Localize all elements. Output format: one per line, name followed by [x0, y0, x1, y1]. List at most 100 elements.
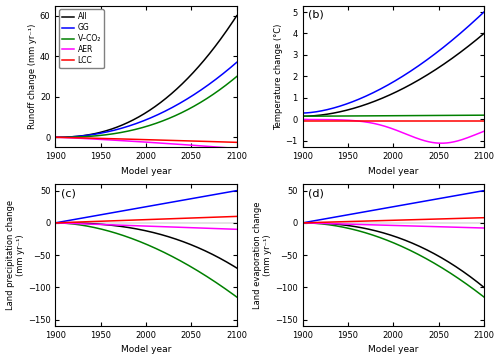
All: [300, 114, 306, 118]
V–CO₂: [316, 114, 322, 118]
Line: LCC: LCC: [56, 216, 236, 223]
LCC: [376, 219, 382, 223]
LCC: [300, 221, 306, 225]
GG: [128, 207, 134, 211]
V–CO₂: [398, 244, 404, 248]
LCC: [218, 215, 224, 219]
Line: V–CO₂: V–CO₂: [302, 223, 484, 297]
LCC: [218, 140, 224, 144]
V–CO₂: [54, 135, 60, 139]
AER: [68, 136, 74, 140]
V–CO₂: [366, 114, 372, 118]
Line: AER: AER: [56, 137, 236, 148]
AER: [366, 121, 372, 125]
AER: [300, 221, 306, 225]
All: [300, 114, 306, 118]
V–CO₂: [300, 221, 306, 225]
All: [218, 257, 224, 261]
All: [376, 98, 382, 102]
V–CO₂: [466, 283, 471, 288]
GG: [218, 73, 224, 77]
GG: [398, 203, 404, 208]
All: [376, 229, 382, 234]
GG: [376, 207, 382, 211]
All: [466, 44, 471, 48]
Line: AER: AER: [56, 223, 236, 229]
AER: [300, 118, 306, 123]
AER: [481, 129, 487, 134]
AER: [376, 223, 382, 227]
Line: V–CO₂: V–CO₂: [56, 223, 236, 297]
V–CO₂: [481, 295, 487, 299]
All: [316, 221, 322, 225]
LCC: [118, 219, 124, 223]
GG: [466, 191, 471, 195]
GG: [398, 76, 404, 80]
All: [466, 273, 471, 278]
AER: [366, 222, 372, 227]
LCC: [54, 221, 60, 225]
All: [398, 87, 404, 92]
Legend: All, GG, V–CO₂, AER, LCC: All, GG, V–CO₂, AER, LCC: [59, 9, 104, 68]
All: [54, 221, 60, 225]
All: [150, 105, 156, 110]
Line: AER: AER: [302, 223, 484, 228]
Line: GG: GG: [302, 190, 484, 223]
LCC: [300, 118, 306, 123]
LCC: [300, 221, 306, 225]
V–CO₂: [300, 221, 306, 225]
All: [481, 285, 487, 289]
AER: [398, 130, 404, 134]
V–CO₂: [52, 135, 59, 139]
GG: [366, 93, 372, 97]
All: [52, 135, 59, 139]
LCC: [466, 216, 471, 220]
LCC: [398, 118, 404, 123]
GG: [52, 221, 59, 225]
GG: [366, 209, 372, 213]
Line: V–CO₂: V–CO₂: [56, 76, 236, 137]
GG: [481, 188, 487, 193]
AER: [466, 225, 471, 230]
LCC: [68, 220, 74, 224]
LCC: [316, 118, 322, 123]
All: [300, 221, 306, 225]
AER: [468, 135, 473, 139]
V–CO₂: [150, 245, 156, 249]
V–CO₂: [54, 221, 60, 225]
AER: [300, 117, 306, 122]
LCC: [466, 118, 471, 123]
LCC: [128, 137, 134, 141]
All: [398, 236, 404, 240]
AER: [150, 140, 156, 145]
All: [128, 118, 134, 123]
All: [300, 221, 306, 225]
V–CO₂: [118, 130, 124, 135]
V–CO₂: [128, 128, 134, 132]
LCC: [52, 135, 59, 139]
AER: [376, 123, 382, 127]
V–CO₂: [316, 221, 322, 226]
GG: [234, 60, 239, 64]
All: [150, 230, 156, 235]
AER: [218, 145, 224, 149]
LCC: [398, 218, 404, 222]
GG: [300, 111, 306, 115]
GG: [68, 218, 74, 222]
V–CO₂: [300, 114, 306, 118]
GG: [300, 221, 306, 225]
GG: [376, 88, 382, 92]
All: [52, 221, 59, 225]
LCC: [481, 118, 487, 123]
All: [366, 227, 372, 231]
V–CO₂: [466, 113, 471, 117]
Text: (d): (d): [308, 188, 324, 198]
LCC: [128, 218, 134, 222]
All: [128, 226, 134, 230]
AER: [52, 135, 59, 139]
GG: [118, 209, 124, 213]
AER: [398, 224, 404, 228]
Y-axis label: Land precipitation change
(mm yr⁻¹): Land precipitation change (mm yr⁻¹): [6, 200, 25, 310]
Line: All: All: [302, 33, 484, 116]
V–CO₂: [234, 74, 239, 78]
